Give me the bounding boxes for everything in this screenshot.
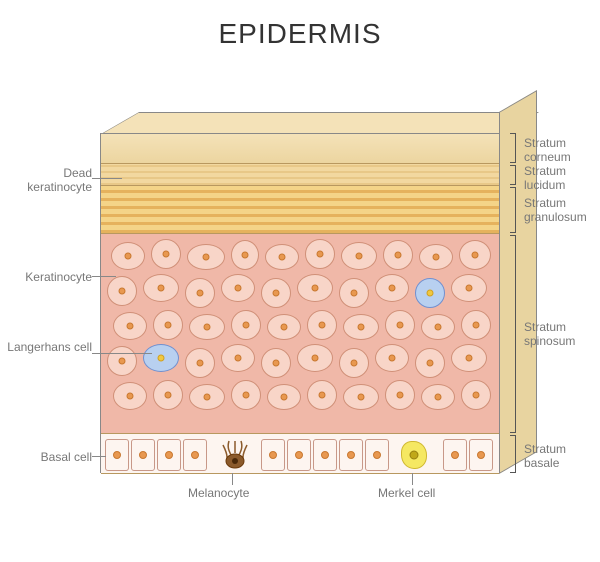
layer-stratum-granulosum (101, 186, 499, 234)
merkel-cell (401, 441, 427, 469)
keratinocyte-cell (339, 278, 369, 308)
keratinocyte-cell (307, 380, 337, 410)
melanocyte-cell (221, 439, 249, 469)
keratinocyte-cell (221, 344, 255, 372)
keratinocyte-cell (113, 382, 147, 410)
basal-cell (287, 439, 311, 471)
label-basal-cell: Basal cell (2, 450, 92, 464)
leader-basal-cell (92, 456, 106, 457)
basal-cell (443, 439, 467, 471)
basal-cell (313, 439, 337, 471)
keratinocyte-cell (461, 380, 491, 410)
keratinocyte-cell (267, 384, 301, 410)
leader-keratinocyte (92, 276, 116, 277)
keratinocyte-cell (153, 310, 183, 340)
keratinocyte-cell (451, 274, 487, 302)
keratinocyte-cell (375, 274, 409, 302)
leader-dead-keratinocyte (92, 178, 122, 179)
keratinocyte-cell (185, 348, 215, 378)
keratinocyte-cell (261, 278, 291, 308)
bracket-lucidum (510, 165, 516, 185)
keratinocyte-cell (419, 244, 453, 270)
langerhans-cell (415, 278, 445, 308)
keratinocyte-cell (113, 312, 147, 340)
keratinocyte-cell (111, 242, 145, 270)
diagram-title: EPIDERMIS (0, 18, 600, 50)
keratinocyte-cell (421, 314, 455, 340)
basal-cell (469, 439, 493, 471)
keratinocyte-cell (107, 346, 137, 376)
leader-merkel (412, 473, 413, 485)
label-merkel: Merkel cell (378, 486, 435, 500)
top-3d-face (101, 112, 539, 134)
basal-cell (157, 439, 181, 471)
keratinocyte-cell (151, 239, 181, 269)
label-stratum-granulosum: Stratum granulosum (524, 196, 600, 225)
label-melanocyte: Melanocyte (188, 486, 249, 500)
basal-cell (131, 439, 155, 471)
keratinocyte-cell (107, 276, 137, 306)
keratinocyte-cell (375, 344, 409, 372)
label-stratum-basale: Stratum basale (524, 442, 600, 471)
keratinocyte-cell (461, 310, 491, 340)
keratinocyte-cell (153, 380, 183, 410)
label-dead-keratinocyte: Dead keratinocyte (2, 166, 92, 195)
basal-cell (105, 439, 129, 471)
langerhans-cell (143, 344, 179, 372)
label-langerhans: Langerhans cell (2, 340, 92, 354)
keratinocyte-cell (305, 239, 335, 269)
keratinocyte-cell (185, 278, 215, 308)
layer-stratum-spinosum (101, 234, 499, 434)
label-keratinocyte: Keratinocyte (2, 270, 92, 284)
label-stratum-corneum: Stratum corneum (524, 136, 600, 165)
leader-langerhans (92, 353, 152, 354)
keratinocyte-cell (459, 240, 491, 270)
keratinocyte-cell (221, 274, 255, 302)
basal-cell (261, 439, 285, 471)
keratinocyte-cell (385, 310, 415, 340)
layer-stratum-lucidum (101, 164, 499, 186)
bracket-spinosum (510, 235, 516, 433)
keratinocyte-cell (231, 310, 261, 340)
keratinocyte-cell (383, 240, 413, 270)
keratinocyte-cell (231, 380, 261, 410)
bracket-corneum (510, 133, 516, 163)
bracket-basale (510, 435, 516, 473)
keratinocyte-cell (343, 314, 379, 340)
basal-cell (339, 439, 363, 471)
keratinocyte-cell (341, 242, 377, 270)
keratinocyte-cell (261, 348, 291, 378)
label-stratum-spinosum: Stratum spinosum (524, 320, 600, 349)
keratinocyte-cell (231, 240, 259, 270)
keratinocyte-cell (385, 380, 415, 410)
keratinocyte-cell (189, 384, 225, 410)
keratinocyte-cell (415, 348, 445, 378)
layer-stratum-corneum (101, 134, 499, 164)
keratinocyte-cell (297, 344, 333, 372)
epidermis-diagram (100, 133, 500, 473)
keratinocyte-cell (339, 348, 369, 378)
basal-cell (183, 439, 207, 471)
basal-cell (365, 439, 389, 471)
layer-stratum-basale (101, 434, 499, 474)
keratinocyte-cell (143, 274, 179, 302)
keratinocyte-cell (187, 244, 225, 270)
keratinocyte-cell (265, 244, 299, 270)
keratinocyte-cell (297, 274, 333, 302)
leader-melanocyte (232, 473, 233, 485)
keratinocyte-cell (421, 384, 455, 410)
bracket-granulosum (510, 187, 516, 233)
keratinocyte-cell (189, 314, 225, 340)
keratinocyte-cell (267, 314, 301, 340)
keratinocyte-cell (451, 344, 487, 372)
keratinocyte-cell (307, 310, 337, 340)
label-stratum-lucidum: Stratum lucidum (524, 164, 600, 193)
keratinocyte-cell (343, 384, 379, 410)
